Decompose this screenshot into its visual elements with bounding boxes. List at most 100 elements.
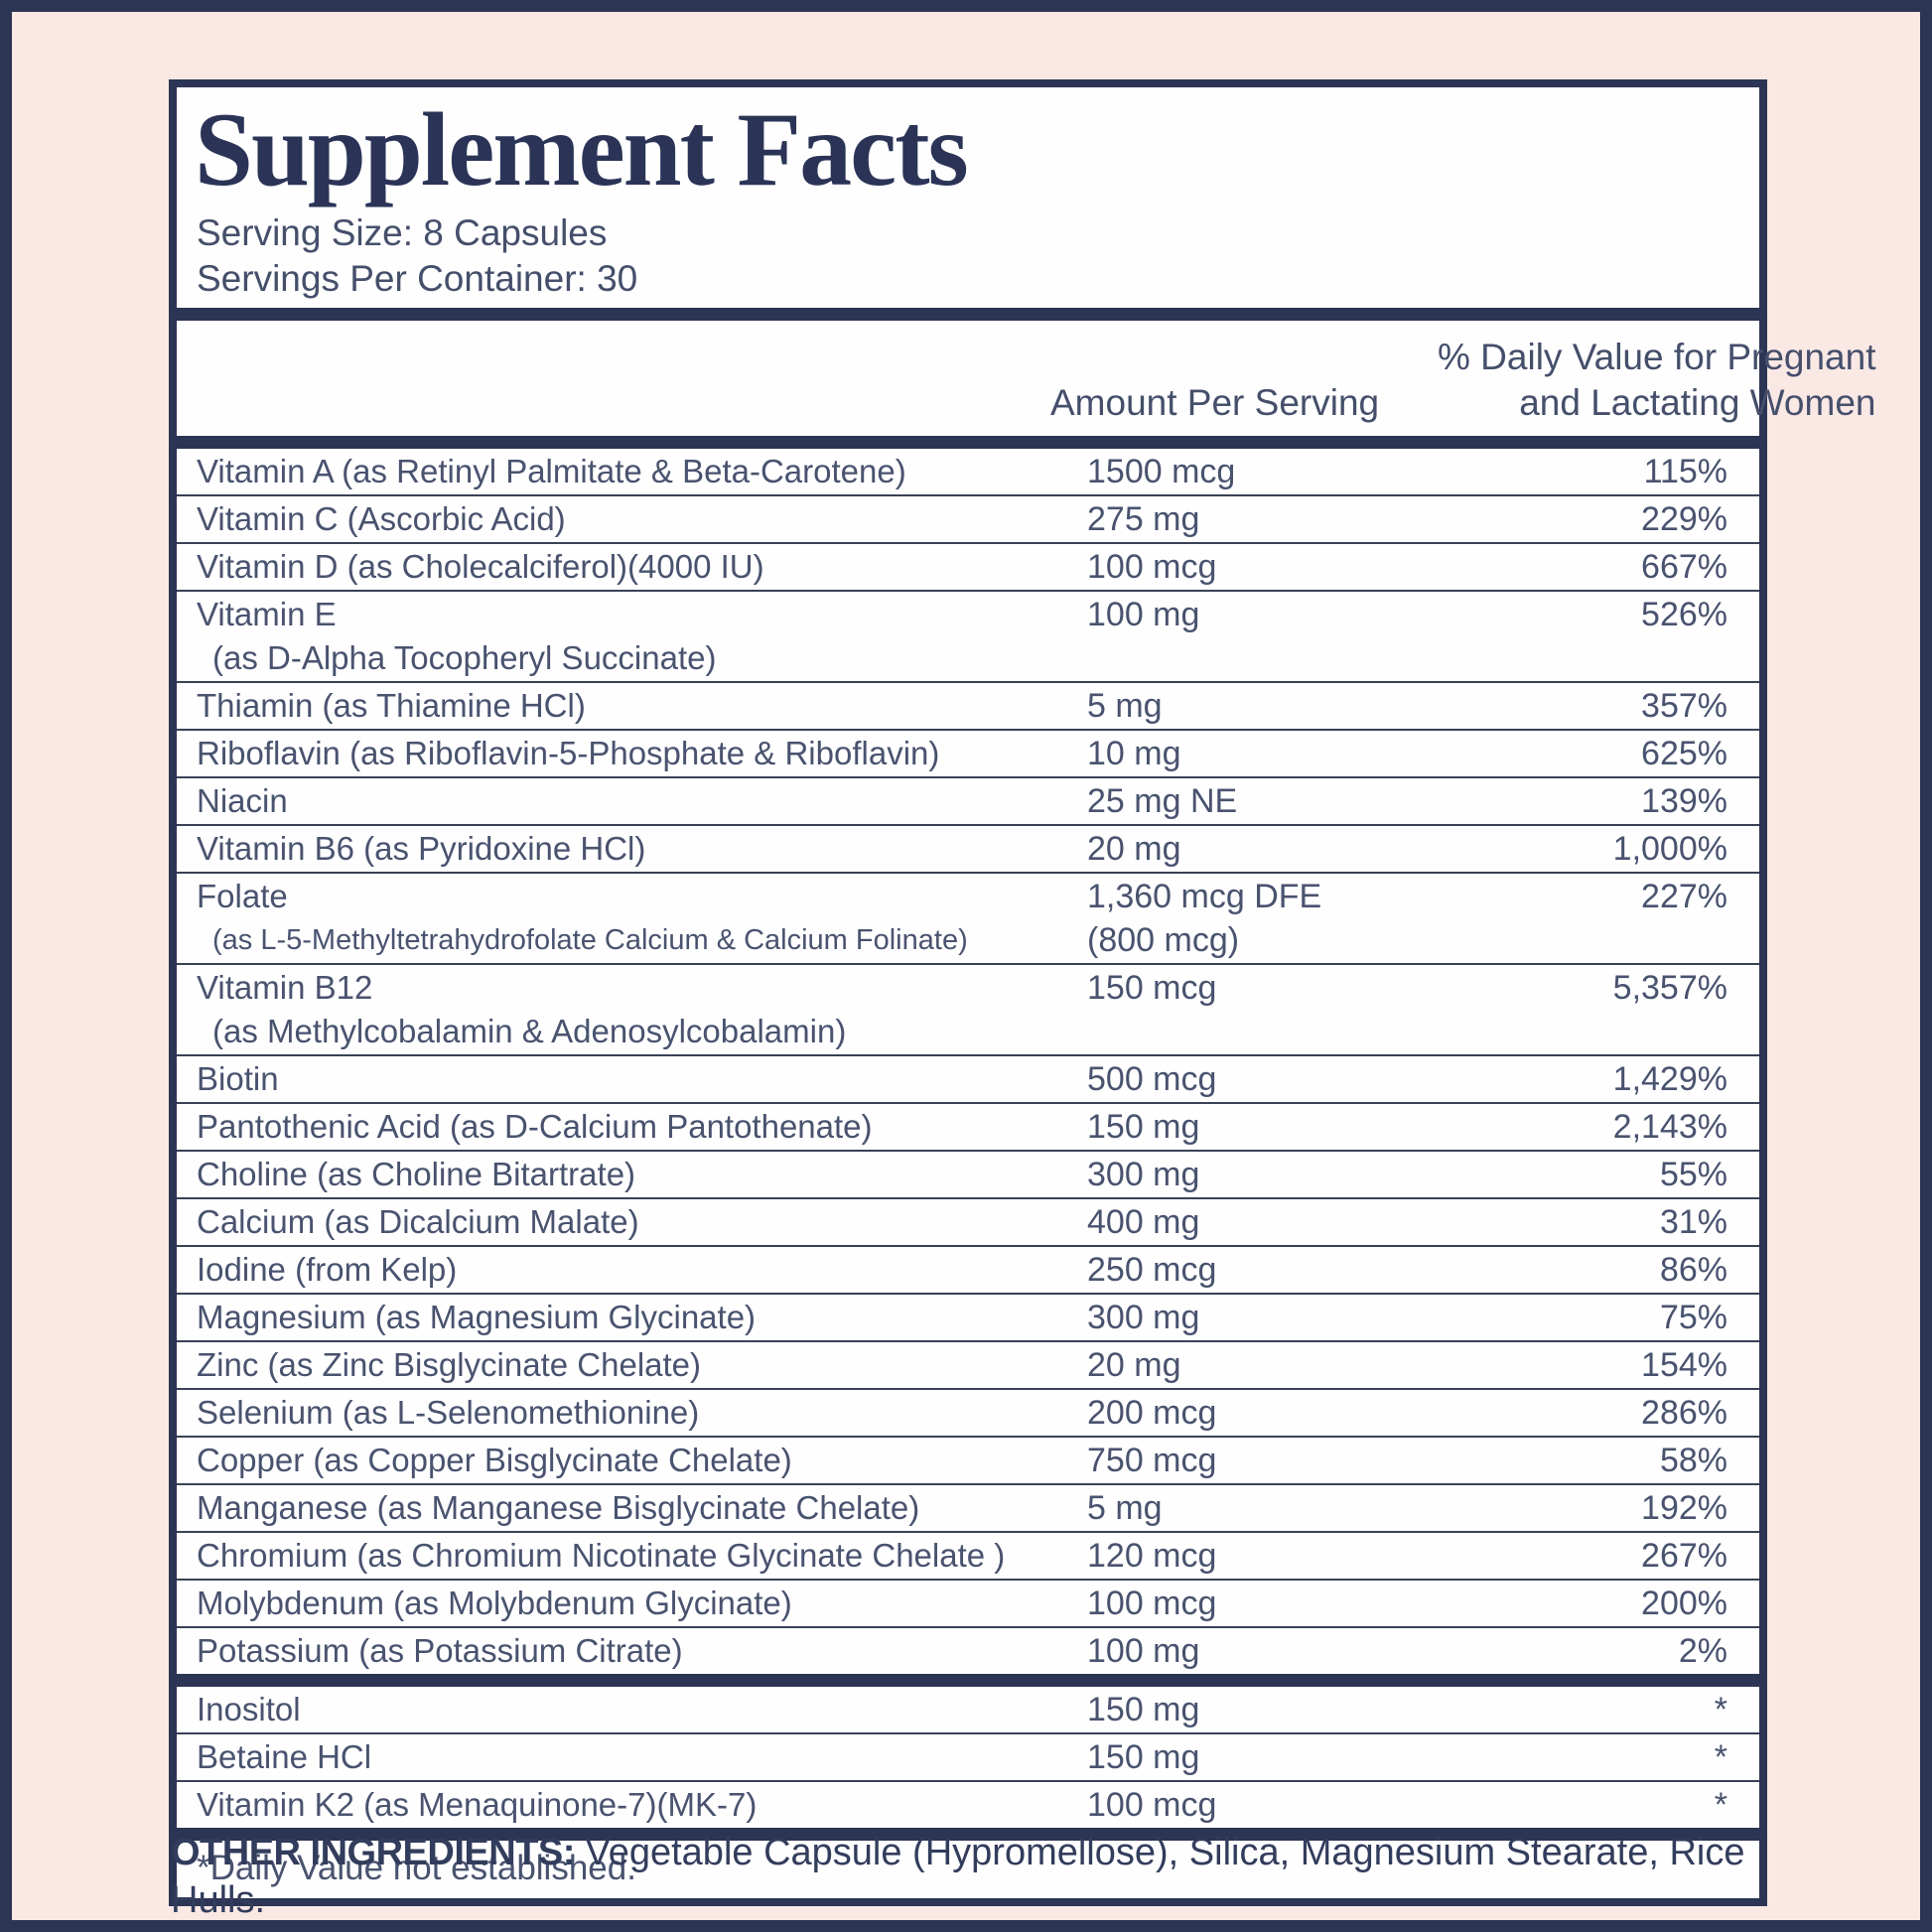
nutrient-row: Vitamin K2 (as Menaquinone-7)(MK-7) 100 m…: [177, 1782, 1759, 1828]
nutrient-name: Betaine HCl: [197, 1738, 372, 1775]
nutrient-name: Manganese (as Manganese Bisglycinate Che…: [197, 1489, 920, 1526]
amount-value: 100 mcg: [1087, 1786, 1217, 1824]
nutrient-name: Magnesium (as Magnesium Glycinate): [197, 1299, 757, 1335]
daily-value: 357%: [1641, 687, 1727, 725]
amount-cell: 500 mcg: [1050, 1057, 1438, 1101]
daily-value: 115%: [1643, 453, 1727, 490]
amount-cell: 25 mg NE: [1050, 779, 1438, 823]
nutrient-name: Vitamin A (as Retinyl Palmitate & Beta-C…: [197, 453, 906, 489]
daily-value: 86%: [1659, 1251, 1727, 1289]
amount-value: 750 mcg: [1087, 1442, 1217, 1479]
nutrient-name-cell: Vitamin D (as Cholecalciferol)(4000 IU): [177, 545, 1050, 589]
amount-value: 300 mg: [1087, 1156, 1200, 1193]
nutrient-name-cell: Thiamin (as Thiamine HCl): [177, 684, 1050, 728]
daily-value: 1,429%: [1612, 1060, 1727, 1098]
nutrient-row: Vitamin B12 (as Methylcobalamin & Adenosy…: [177, 965, 1759, 1056]
nutrient-name: Riboflavin (as Riboflavin-5-Phosphate & …: [197, 735, 940, 771]
nutrient-rows-secondary: Inositol 150 mg * Betaine HCl 150 mg * Vitamin…: [177, 1687, 1759, 1828]
daily-value-footnote: *Daily Value not established.: [197, 1849, 636, 1887]
nutrient-row: Vitamin E (as D-Alpha Tocopheryl Succinat…: [177, 592, 1759, 683]
nutrient-row: Betaine HCl 150 mg *: [177, 1734, 1759, 1782]
nutrient-name-line2: (as D-Alpha Tocopheryl Succinate): [212, 639, 717, 676]
nutrient-name-cell: Calcium (as Dicalcium Malate): [177, 1200, 1050, 1244]
nutrient-row: Vitamin D (as Cholecalciferol)(4000 IU) 1…: [177, 544, 1759, 592]
amount-cell: 20 mg: [1050, 827, 1438, 871]
nutrient-name-cell: Chromium (as Chromium Nicotinate Glycina…: [177, 1534, 1050, 1578]
amount-cell: 275 mg: [1050, 497, 1438, 541]
nutrient-row: Pantothenic Acid (as D-Calcium Pantothen…: [177, 1104, 1759, 1152]
nutrient-name-cell: Vitamin B6 (as Pyridoxine HCl): [177, 827, 1050, 871]
nutrient-name-cell: Inositol: [177, 1688, 1050, 1731]
serving-size: Serving Size: 8 Capsules: [197, 212, 608, 253]
supplement-facts-panel: Supplement Facts Serving Size: 8 Capsule…: [169, 79, 1876, 1906]
daily-value: 31%: [1659, 1203, 1727, 1241]
amount-value: 20 mg: [1087, 830, 1181, 868]
amount-cell: 100 mcg: [1050, 1783, 1438, 1827]
amount-value: 100 mcg: [1087, 548, 1217, 586]
nutrient-name: Copper (as Copper Bisglycinate Chelate): [197, 1442, 792, 1478]
nutrient-name: Vitamin B12: [197, 969, 373, 1006]
amount-value: 25 mg NE: [1087, 782, 1238, 820]
nutrient-row: Vitamin B6 (as Pyridoxine HCl) 20 mg 1,000…: [177, 826, 1759, 874]
amount-cell: 150 mcg: [1050, 966, 1438, 1010]
nutrient-name-cell: Betaine HCl: [177, 1735, 1050, 1779]
amount-value-line2: (800 mcg): [1087, 921, 1240, 959]
nutrient-name: Inositol: [197, 1691, 301, 1727]
nutrient-row: Iodine (from Kelp) 250 mcg 86%: [177, 1247, 1759, 1295]
nutrient-name-cell: Folate (as L-5-Methyltetrahydrofolate Cal…: [177, 875, 1050, 962]
nutrient-name: Chromium (as Chromium Nicotinate Glycina…: [197, 1537, 1006, 1574]
amount-cell: 10 mg: [1050, 732, 1438, 775]
daily-value: 625%: [1641, 735, 1727, 772]
daily-value: 192%: [1641, 1489, 1727, 1527]
amount-value: 5 mg: [1087, 687, 1163, 725]
nutrient-row: Niacin 25 mg NE 139%: [177, 778, 1759, 826]
amount-cell: 5 mg: [1050, 684, 1438, 728]
amount-value: 150 mg: [1087, 1108, 1200, 1146]
nutrient-name-cell: Magnesium (as Magnesium Glycinate): [177, 1296, 1050, 1339]
amount-cell: 150 mg: [1050, 1688, 1438, 1731]
daily-value: 55%: [1659, 1156, 1727, 1193]
amount-cell: 100 mg: [1050, 593, 1438, 636]
nutrient-name: Pantothenic Acid (as D-Calcium Pantothen…: [197, 1108, 873, 1145]
nutrient-name: Choline (as Choline Bitartrate): [197, 1156, 636, 1192]
daily-value: 200%: [1641, 1585, 1727, 1622]
divider-bar-header: [177, 436, 1759, 449]
nutrient-name-cell: Copper (as Copper Bisglycinate Chelate): [177, 1439, 1050, 1482]
column-header-amount: Amount Per Serving: [1050, 382, 1380, 423]
nutrient-row: Chromium (as Chromium Nicotinate Glycina…: [177, 1533, 1759, 1581]
nutrient-row: Folate (as L-5-Methyltetrahydrofolate Cal…: [177, 874, 1759, 965]
serving-info: Serving Size: 8 Capsules Servings Per Co…: [197, 210, 1759, 302]
panel-title: Supplement Facts: [195, 91, 969, 207]
amount-cell: 1,360 mcg DFE (800 mcg): [1050, 875, 1438, 962]
nutrient-row: Copper (as Copper Bisglycinate Chelate) 7…: [177, 1438, 1759, 1485]
nutrient-name-cell: Vitamin B12 (as Methylcobalamin & Adenosy…: [177, 966, 1050, 1053]
amount-value: 20 mg: [1087, 1346, 1181, 1384]
daily-value: *: [1714, 1786, 1727, 1824]
other-ingredients: OTHER INGREDIENTS: Vegetable Capsule (Hy…: [171, 1829, 1799, 1924]
nutrient-name: Vitamin K2 (as Menaquinone-7)(MK-7): [197, 1786, 758, 1823]
nutrient-name: Biotin: [197, 1060, 279, 1097]
daily-value: 2%: [1678, 1632, 1727, 1670]
nutrient-name-cell: Zinc (as Zinc Bisglycinate Chelate): [177, 1343, 1050, 1387]
nutrient-row: Manganese (as Manganese Bisglycinate Che…: [177, 1485, 1759, 1533]
amount-value: 300 mg: [1087, 1299, 1200, 1336]
nutrient-row: Calcium (as Dicalcium Malate) 400 mg 31%: [177, 1199, 1759, 1247]
nutrient-name: Zinc (as Zinc Bisglycinate Chelate): [197, 1346, 702, 1383]
amount-cell: 750 mcg: [1050, 1439, 1438, 1482]
amount-value: 1,360 mcg DFE: [1087, 878, 1322, 915]
nutrient-name: Potassium (as Potassium Citrate): [197, 1632, 683, 1669]
nutrient-name-cell: Vitamin C (Ascorbic Acid): [177, 497, 1050, 541]
daily-value: 526%: [1641, 596, 1727, 633]
daily-value: 58%: [1659, 1442, 1727, 1479]
amount-cell: 120 mcg: [1050, 1534, 1438, 1578]
amount-cell: 300 mg: [1050, 1153, 1438, 1196]
daily-value: 75%: [1659, 1299, 1727, 1336]
nutrient-name: Thiamin (as Thiamine HCl): [197, 687, 586, 724]
nutrient-row: Choline (as Choline Bitartrate) 300 mg 55%: [177, 1152, 1759, 1199]
daily-value: 2,143%: [1612, 1108, 1727, 1146]
nutrient-row: Thiamin (as Thiamine HCl) 5 mg 357%: [177, 683, 1759, 731]
amount-cell: 300 mg: [1050, 1296, 1438, 1339]
nutrient-name-cell: Niacin: [177, 779, 1050, 823]
nutrient-row: Biotin 500 mcg 1,429%: [177, 1056, 1759, 1104]
amount-cell: 5 mg: [1050, 1486, 1438, 1530]
